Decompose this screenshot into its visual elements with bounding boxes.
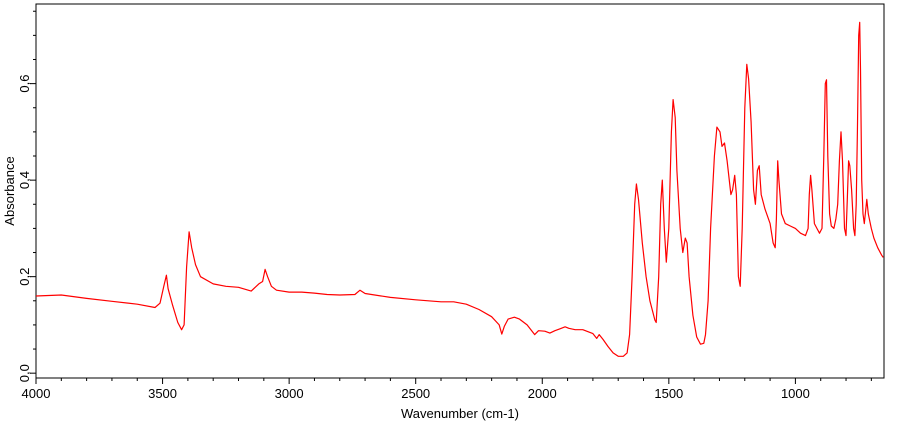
y-tick-label: 0,6 (17, 75, 32, 93)
x-tick-label: 3500 (148, 386, 177, 401)
x-tick-label: 2500 (401, 386, 430, 401)
x-tick-label: 3000 (275, 386, 304, 401)
y-axis-tick-labels: 0,0 0,2 0,4 0,6 (17, 75, 32, 383)
x-tick-label: 1000 (781, 386, 810, 401)
x-axis-ticks (35, 378, 872, 384)
series-line (35, 21, 884, 357)
y-tick-label: 0,0 (17, 364, 32, 382)
y-tick-label: 0,4 (17, 171, 32, 189)
y-tick-label: 0,2 (17, 268, 32, 286)
x-axis-title: Wavenumber (cm-1) (401, 406, 519, 421)
x-tick-label: 4000 (22, 386, 51, 401)
y-axis-ticks (30, 10, 36, 374)
x-tick-label: 1500 (654, 386, 683, 401)
plot-area (35, 3, 885, 379)
x-axis-tick-labels: 4000 3500 3000 2500 2000 1500 1000 (22, 386, 810, 401)
x-tick-label: 2000 (528, 386, 557, 401)
y-axis-title: Absorbance (2, 156, 17, 225)
